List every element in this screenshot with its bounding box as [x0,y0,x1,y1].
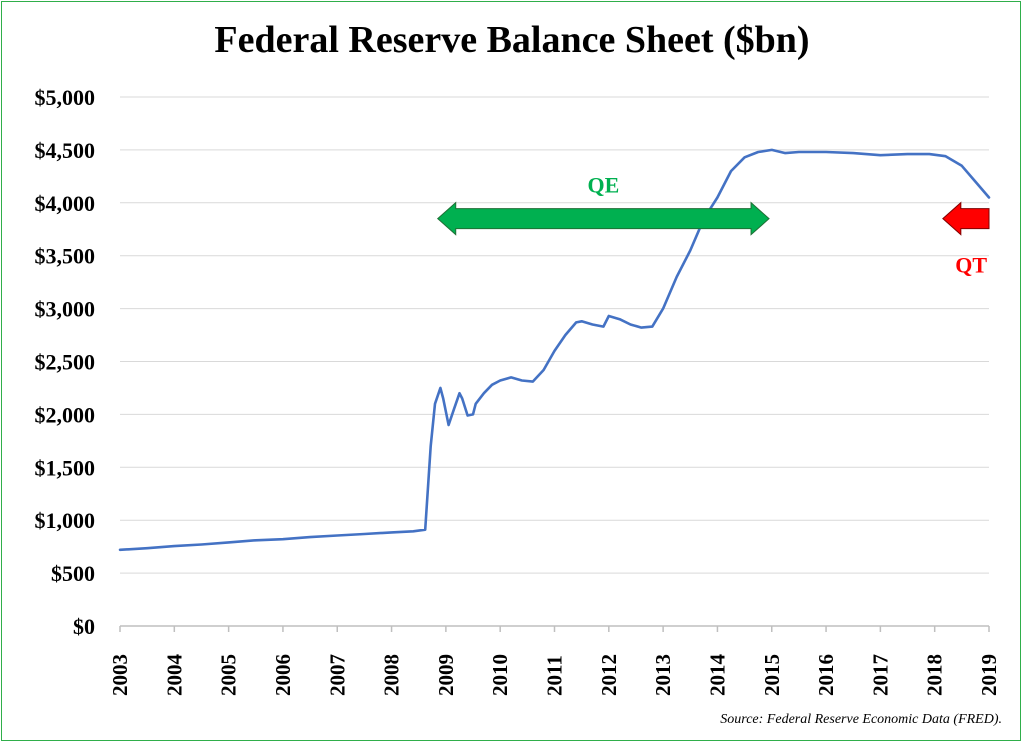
x-tick-label: 2017 [868,654,892,696]
x-tick-label: 2018 [923,654,947,696]
grid-lines [120,96,989,574]
x-tick-label: 2004 [162,654,186,697]
y-tick-label: $0 [73,614,95,639]
x-tick-label: 2015 [760,654,784,696]
y-axis-ticks: $0 $500 $1,000 $1,500 $2,000 $2,500 $3,000 $3,5… [35,85,96,639]
y-tick-label: $3,500 [35,244,96,269]
x-tick-label: 2005 [217,654,241,696]
source-note: Source: Federal Reserve Economic Data (F… [720,712,1002,727]
x-tick-label: 2011 [543,655,567,696]
y-tick-label: $4,000 [35,191,96,216]
y-tick-label: $500 [51,561,95,586]
y-tick-label: $1,500 [35,455,96,480]
qt-arrow [942,201,990,236]
series-layer [118,148,991,552]
y-tick-label: $4,500 [35,138,96,163]
y-tick-label: $1,000 [35,508,96,533]
x-tick-label: 2010 [488,654,512,696]
x-tick-label: 2006 [271,654,295,696]
qe-label: QE [587,173,619,198]
x-tick-label: 2007 [325,654,349,696]
x-tick-label: 2012 [597,654,621,696]
chart-title: Federal Reserve Balance Sheet ($bn) [214,19,810,61]
qt-label: QT [955,253,987,278]
x-tick-label: 2009 [434,654,458,696]
x-axis-ticks: 2003 2004 2005 2006 2007 2008 2009 2010 2011 2012… [108,626,1001,696]
y-tick-label: $5,000 [35,85,96,110]
x-tick-label: 2014 [705,654,729,697]
x-tick-label: 2016 [814,654,838,696]
y-tick-label: $2,000 [35,402,96,427]
qe-arrow [436,201,770,236]
annotation-layer: QE QT [436,173,990,278]
x-tick-label: 2003 [108,654,132,696]
y-tick-label: $2,500 [35,350,96,375]
x-tick-label: 2013 [651,654,675,696]
x-tick-label: 2008 [380,654,404,696]
balance-sheet-line [118,148,991,552]
y-tick-label: $3,000 [35,297,96,322]
x-tick-label: 2019 [977,654,1001,696]
